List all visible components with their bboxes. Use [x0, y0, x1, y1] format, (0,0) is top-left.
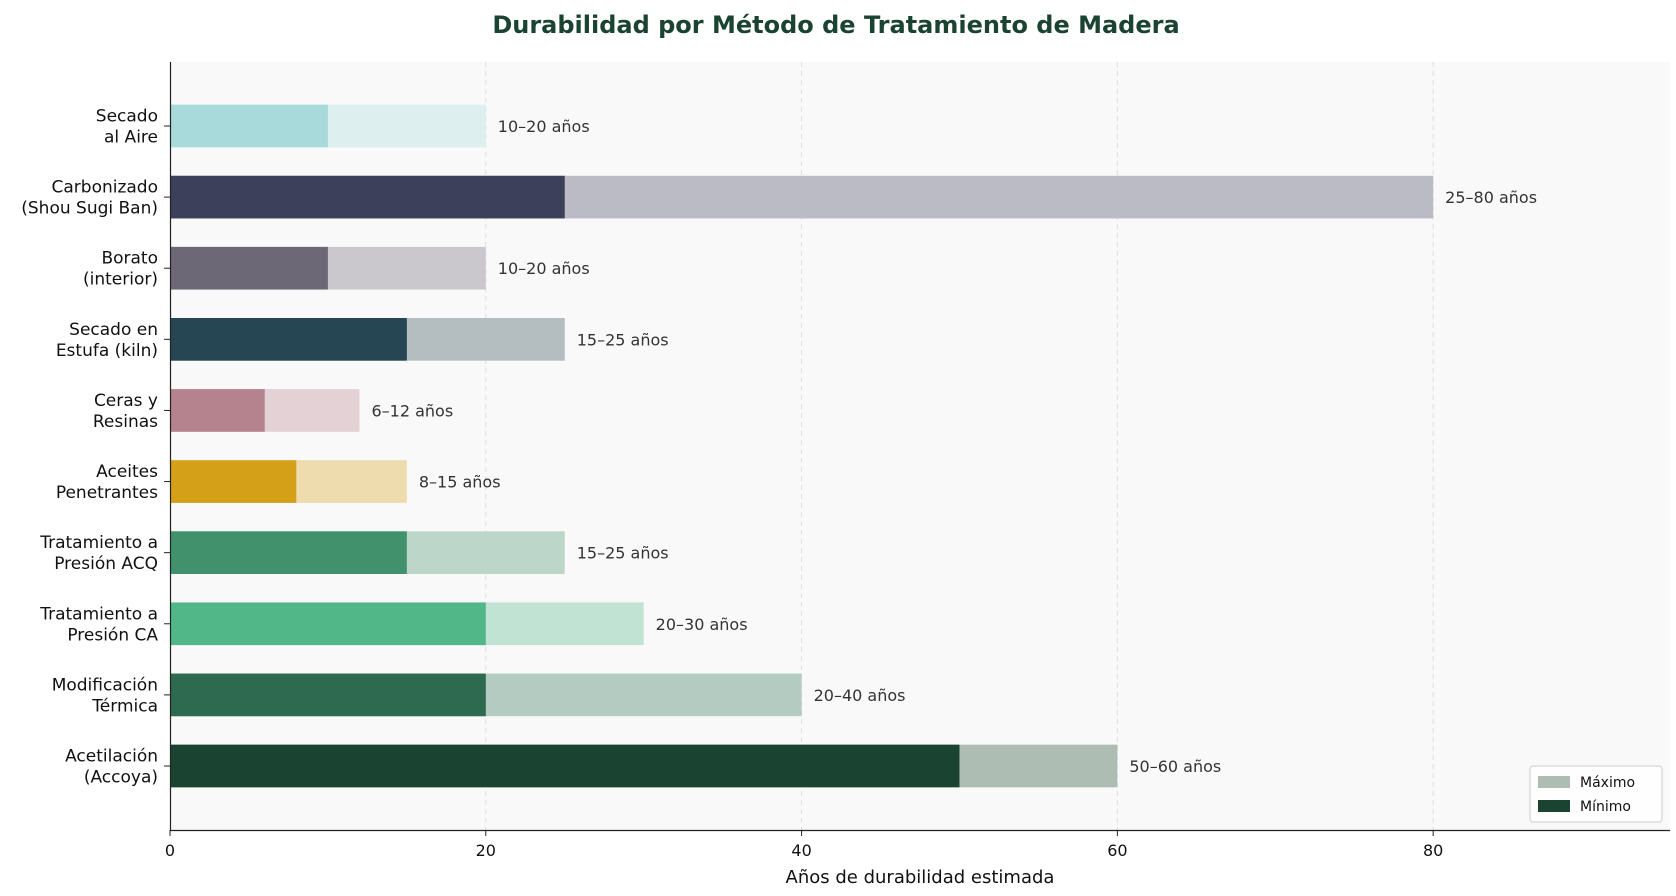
data-label-4: 8–15 años — [419, 473, 501, 492]
y-tick-label-line: Presión ACQ — [54, 554, 158, 574]
y-tick-label-line: (Accoya) — [84, 768, 158, 788]
x-tick-label-60: 60 — [1107, 841, 1127, 860]
y-tick-label-line: Modificación — [52, 675, 158, 695]
data-label-5: 6–12 años — [371, 401, 453, 420]
bar-min-7 — [170, 246, 328, 290]
data-label-2: 20–30 años — [656, 615, 748, 634]
y-tick-label-line: Presión CA — [67, 625, 158, 645]
y-tick-label-8: Carbonizado (Shou Sugi Ban) — [21, 178, 158, 219]
data-label-8: 25–80 años — [1445, 188, 1537, 207]
y-tick-label-line: Ceras y — [94, 391, 158, 411]
bar-min-3 — [170, 531, 407, 574]
data-label-9: 10–20 años — [498, 117, 590, 136]
bar-min-5 — [170, 389, 265, 432]
y-tick-label-line: Aceites — [96, 462, 158, 482]
y-tick-label-line: Penetrantes — [56, 483, 158, 503]
y-tick-label-line: Estufa (kiln) — [56, 341, 158, 361]
data-labels-group: 50–60 años 20–40 años 20–30 años 15–25 años… — [371, 117, 1537, 776]
y-tick-label-line: Tratamiento a — [39, 533, 158, 553]
data-label-7: 10–20 años — [498, 259, 590, 278]
bar-min-0 — [170, 744, 960, 788]
chart-title: Durabilidad por Método de Tratamiento de… — [492, 11, 1179, 39]
legend-swatch-0 — [1538, 776, 1570, 788]
legend-swatch-1 — [1538, 800, 1570, 812]
x-tick-label-0: 0 — [165, 841, 175, 860]
data-label-6: 15–25 años — [577, 330, 669, 349]
bar-min-6 — [170, 318, 407, 361]
y-tick-label-line: Secado en — [69, 320, 158, 340]
y-tick-label-line: Resinas — [93, 412, 158, 432]
x-tick-label-40: 40 — [791, 841, 811, 860]
data-label-3: 15–25 años — [577, 544, 669, 563]
y-tick-label-1: Modificación Térmica — [52, 675, 158, 716]
y-tick-label-5: Ceras y Resinas — [93, 391, 158, 432]
bar-min-4 — [170, 460, 297, 503]
bar-min-2 — [170, 602, 486, 646]
y-tick-label-7: Borato (interior) — [83, 249, 158, 290]
x-axis-label: Años de durabilidad estimada — [786, 867, 1055, 888]
x-tick-label-20: 20 — [476, 841, 496, 860]
y-tick-label-line: Borato — [101, 249, 158, 269]
bar-min-1 — [170, 673, 486, 717]
y-tick-label-line: Tratamiento a — [39, 604, 158, 624]
y-tick-label-line: al Aire — [104, 128, 158, 148]
bar-min-8 — [170, 175, 565, 219]
y-tick-label-line: (Shou Sugi Ban) — [21, 199, 158, 219]
y-tick-label-line: Secado — [96, 107, 158, 127]
y-tick-label-2: Tratamiento a Presión CA — [39, 604, 158, 645]
x-tick-labels: 0 20 40 60 80 — [165, 830, 1443, 860]
y-tick-label-line: Carbonizado — [52, 178, 159, 198]
y-tick-label-line: (interior) — [83, 270, 158, 290]
y-tick-label-line: Acetilación — [65, 747, 158, 767]
legend-label-0: Máximo — [1580, 775, 1635, 791]
legend-label-1: Mínimo — [1580, 799, 1631, 815]
y-tick-label-3: Tratamiento a Presión ACQ — [39, 533, 158, 574]
bars-group — [170, 104, 1434, 788]
data-label-1: 20–40 años — [814, 686, 906, 705]
y-tick-label-4: Aceites Penetrantes — [56, 462, 158, 503]
y-tick-label-0: Acetilación (Accoya) — [65, 747, 158, 788]
data-label-0: 50–60 años — [1129, 757, 1221, 776]
y-tick-label-9: Secado al Aire — [96, 107, 158, 148]
x-tick-label-80: 80 — [1423, 841, 1443, 860]
y-tick-label-line: Térmica — [91, 696, 158, 716]
y-tick-label-6: Secado en Estufa (kiln) — [56, 320, 158, 361]
bar-min-9 — [170, 104, 328, 148]
y-tick-labels: Acetilación (Accoya) Modificación Térmica Tr… — [21, 107, 170, 788]
legend: Máximo Mínimo — [1529, 765, 1663, 823]
